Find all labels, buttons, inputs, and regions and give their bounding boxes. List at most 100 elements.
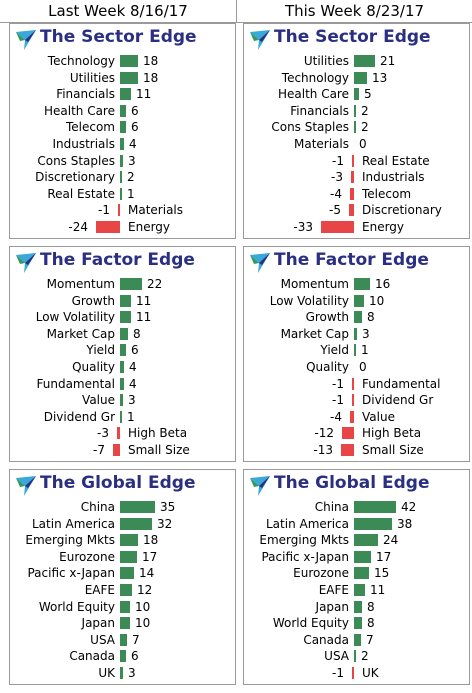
value-bar (120, 567, 134, 580)
value-bar (120, 394, 123, 407)
value-label: -5 (329, 203, 341, 218)
category-label: Cons Staples (271, 120, 349, 135)
value-label: -1 (98, 203, 110, 218)
category-label: Eurozone (293, 566, 349, 581)
value-label: 4 (129, 376, 137, 391)
category-label: Low Volatility (269, 293, 349, 308)
category-label: Quality (306, 360, 349, 374)
category-label: Health Care (277, 87, 349, 102)
value-label: 11 (136, 87, 152, 102)
category-label: Real Estate (362, 153, 430, 168)
category-label: Industrials (362, 170, 425, 185)
value-bar (352, 377, 354, 390)
value-label: 6 (131, 120, 139, 135)
value-label: 14 (139, 566, 155, 581)
category-label: Technology (281, 70, 349, 85)
value-bar (354, 567, 369, 580)
value-bar (120, 550, 137, 563)
category-label: Telecom (65, 120, 115, 135)
category-label: UK (362, 666, 379, 680)
value-bar (321, 221, 354, 233)
value-label: 5 (364, 87, 372, 102)
value-label: 42 (401, 500, 417, 514)
value-bar (354, 294, 364, 307)
value-bar (351, 171, 354, 184)
edge-logo-icon (250, 30, 270, 50)
category-label: USA (324, 649, 349, 664)
chart-panel-the-sector-edge-this-week: The Sector Edge Utilities 21 Technology 13 He… (243, 23, 470, 239)
value-label: 15 (374, 566, 390, 581)
category-label: UK (98, 666, 115, 680)
category-label: Emerging Mkts (259, 533, 349, 548)
category-label: Quality (72, 360, 115, 374)
category-label: Small Size (362, 443, 424, 457)
value-bar (354, 327, 357, 340)
category-label: Dividend Gr (43, 409, 115, 424)
value-label: -1 (332, 393, 344, 408)
value-label: 13 (372, 70, 388, 85)
value-bar (354, 534, 378, 547)
value-bar (349, 204, 354, 217)
value-label: 2 (127, 170, 135, 185)
value-bar (120, 501, 155, 513)
chart-title: The Factor Edge (40, 250, 195, 270)
value-bar (341, 444, 354, 456)
value-bar (354, 501, 396, 513)
category-label: Energy (128, 220, 171, 234)
value-bar (120, 71, 138, 84)
value-bar (120, 55, 138, 67)
category-label: Low Volatility (35, 310, 115, 325)
category-label: World Equity (38, 599, 115, 614)
value-label: 2 (361, 120, 369, 135)
category-label: Fundamental (362, 376, 441, 391)
value-label: 18 (143, 54, 159, 68)
chart-title: The Global Edge (40, 473, 196, 493)
category-label: Canada (69, 649, 115, 664)
category-label: Latin America (266, 516, 349, 531)
category-label: High Beta (128, 426, 188, 441)
category-label: Dividend Gr (362, 393, 434, 408)
value-bar (120, 667, 123, 679)
value-bar (350, 410, 354, 423)
value-label: 11 (136, 293, 152, 308)
category-label: Materials (293, 137, 349, 151)
category-label: EAFE (84, 583, 115, 597)
category-label: Energy (362, 220, 405, 234)
value-bar (354, 55, 375, 67)
value-label: 7 (132, 632, 140, 647)
category-label: Market Cap (280, 326, 349, 341)
chart-title: The Factor Edge (274, 250, 429, 270)
value-bar (120, 650, 126, 663)
category-label: Market Cap (46, 326, 115, 341)
value-label: 11 (370, 583, 386, 597)
value-label: 6 (131, 343, 139, 358)
category-label: Canada (303, 632, 349, 647)
category-label: Financials (56, 87, 115, 102)
value-label: -3 (331, 170, 343, 185)
category-label: Technology (47, 54, 115, 68)
value-label: -3 (97, 426, 109, 441)
value-bar (354, 633, 361, 646)
value-label: 1 (127, 186, 135, 201)
value-bar (120, 584, 132, 596)
value-bar (120, 633, 127, 646)
value-bar (354, 517, 392, 530)
category-label: China (80, 500, 115, 514)
category-label: Materials (128, 203, 184, 218)
value-label: 3 (128, 393, 136, 408)
value-bar (354, 584, 365, 596)
edge-logo-icon (16, 30, 36, 50)
value-bar (352, 154, 354, 167)
value-label: 16 (375, 277, 391, 291)
value-bar (120, 377, 124, 390)
value-label: 38 (397, 516, 413, 531)
value-bar (354, 278, 370, 290)
category-label: Growth (305, 310, 349, 325)
value-label: -1 (332, 376, 344, 391)
value-label: 2 (361, 103, 369, 118)
category-label: USA (90, 632, 115, 647)
value-label: 8 (367, 616, 375, 631)
value-bar (354, 617, 362, 630)
value-label: -1 (332, 666, 344, 680)
value-label: 22 (147, 277, 163, 291)
